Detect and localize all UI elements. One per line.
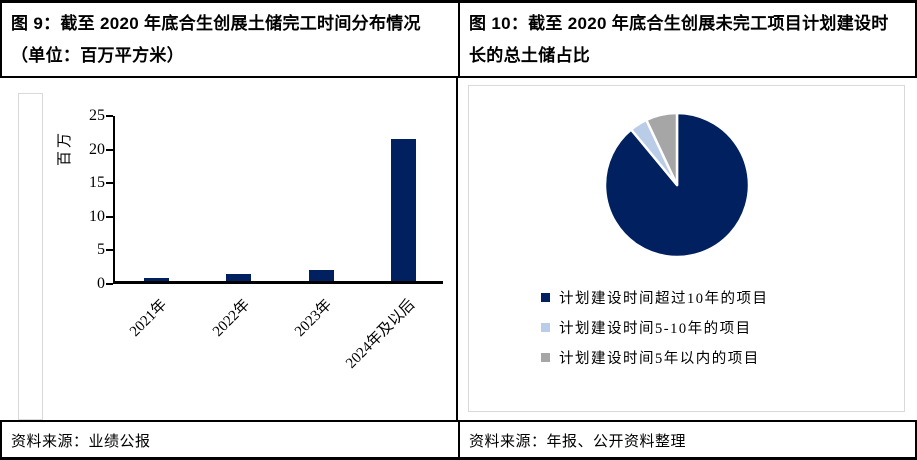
legend-label: 计划建设时间5年以内的项目 bbox=[559, 350, 760, 367]
pie-slice-2 bbox=[645, 111, 679, 187]
figure9-source: 资料来源：业绩公报 bbox=[11, 433, 151, 450]
pie-chart-cell: 计划建设时间超过10年的项目 计划建设时间5-10年的项目 计划建设时间5年以内的项… bbox=[458, 78, 917, 420]
y-tick-label: 5 bbox=[97, 241, 105, 259]
bar-chart-frame: 百万 0 5 10 15 20 25 2021年 2022年 2023年 2024年及以后 bbox=[18, 93, 443, 420]
legend-swatch bbox=[541, 322, 550, 332]
legend-item-0: 计划建设时间超过10年的项目 bbox=[541, 282, 769, 312]
legend-item-2: 计划建设时间5年以内的项目 bbox=[541, 342, 769, 372]
y-tick-mark bbox=[106, 249, 113, 252]
figure9-title-cell: 图 9：截至 2020 年底合生创展土储完工时间分布情况（单位：百万平方米） bbox=[2, 3, 460, 76]
y-tick-mark bbox=[106, 182, 113, 185]
x-tick-label: 2023年 bbox=[292, 296, 336, 340]
bar-3 bbox=[391, 138, 417, 281]
bar-y-axis-title: 百万 bbox=[57, 129, 73, 166]
legend-label: 计划建设时间5-10年的项目 bbox=[559, 320, 752, 337]
y-tick-mark bbox=[106, 148, 113, 151]
y-tick-label: 25 bbox=[89, 107, 105, 124]
source-row: 资料来源：业绩公报 资料来源：年报、公开资料整理 bbox=[0, 420, 917, 457]
figure10-title: 图 10：截至 2020 年底合生创展未完工项目计划建设时长的总土储占比 bbox=[469, 14, 889, 65]
figure9-source-cell: 资料来源：业绩公报 bbox=[2, 422, 460, 457]
legend-swatch bbox=[541, 292, 550, 302]
y-tick-mark bbox=[106, 115, 113, 117]
bar-1 bbox=[226, 274, 252, 281]
x-tick-label: 2024年及以后 bbox=[342, 296, 418, 372]
pie-chart-frame: 计划建设时间超过10年的项目 计划建设时间5-10年的项目 计划建设时间5年以内的项… bbox=[468, 85, 905, 412]
figure10-source-cell: 资料来源：年报、公开资料整理 bbox=[460, 422, 915, 457]
y-tick-label: 15 bbox=[89, 174, 105, 192]
bar-plot-area: 0 5 10 15 20 25 bbox=[89, 107, 443, 292]
y-tick-mark bbox=[106, 283, 113, 285]
legend-swatch bbox=[541, 352, 550, 362]
x-tick-label: 2022年 bbox=[209, 296, 253, 340]
y-tick-mark bbox=[106, 215, 113, 218]
figure10-title-cell: 图 10：截至 2020 年底合生创展未完工项目计划建设时长的总土储占比 bbox=[460, 3, 915, 76]
bar-x-axis-labels: 2021年 2022年 2023年 2024年及以后 bbox=[115, 290, 445, 415]
bar-2 bbox=[308, 269, 334, 281]
figure9-title: 图 9：截至 2020 年底合生创展土储完工时间分布情况（单位：百万平方米） bbox=[11, 14, 421, 65]
legend-label: 计划建设时间超过10年的项目 bbox=[559, 290, 769, 307]
charts-row: 百万 0 5 10 15 20 25 2021年 2022年 2023年 2024年及以后 计划… bbox=[0, 78, 917, 420]
pie-legend: 计划建设时间超过10年的项目 计划建设时间5-10年的项目 计划建设时间5年以内的项… bbox=[541, 282, 769, 372]
y-tick-label: 10 bbox=[89, 207, 105, 225]
legend-item-1: 计划建设时间5-10年的项目 bbox=[541, 312, 769, 342]
y-tick-label: 0 bbox=[97, 275, 105, 292]
bar-0 bbox=[143, 278, 169, 281]
x-tick-label: 2021年 bbox=[127, 296, 171, 340]
pie-svg bbox=[603, 111, 751, 259]
y-tick-label: 20 bbox=[89, 140, 105, 158]
title-row: 图 9：截至 2020 年底合生创展土储完工时间分布情况（单位：百万平方米） 图… bbox=[0, 3, 917, 78]
figure10-source: 资料来源：年报、公开资料整理 bbox=[469, 433, 687, 450]
bar-chart-cell: 百万 0 5 10 15 20 25 2021年 2022年 2023年 2024年及以后 bbox=[0, 78, 458, 420]
